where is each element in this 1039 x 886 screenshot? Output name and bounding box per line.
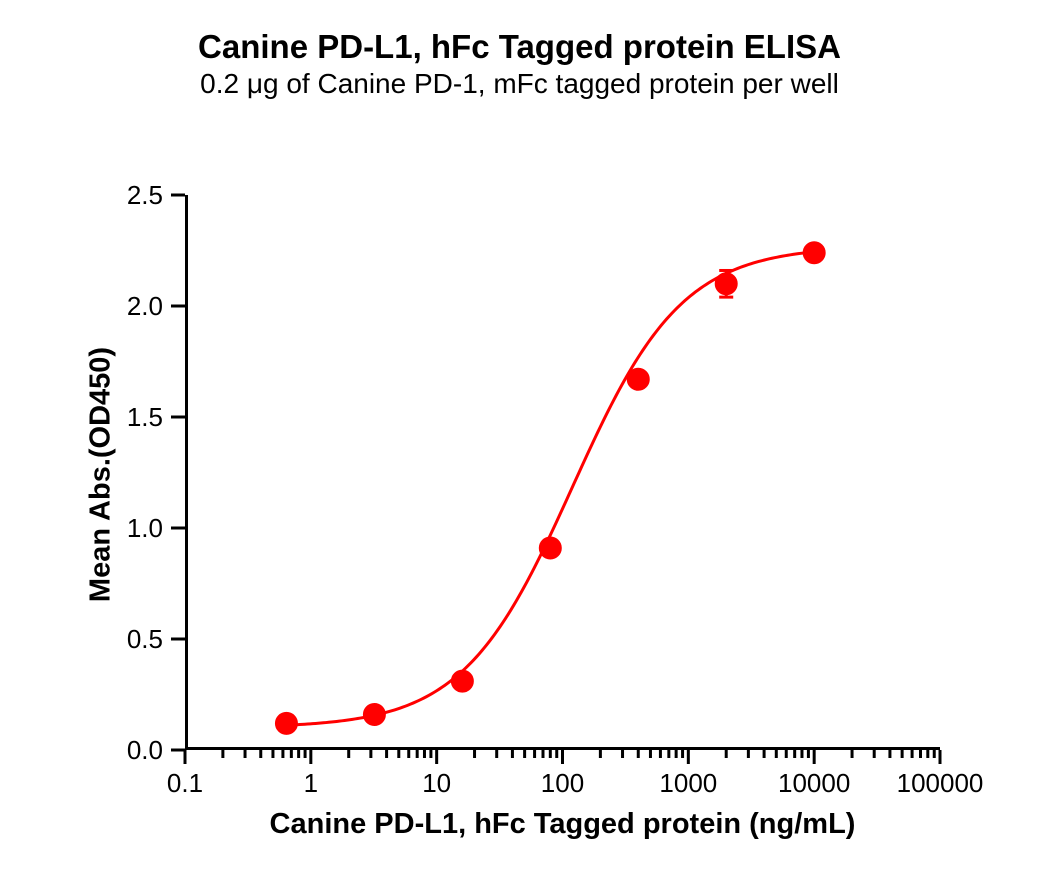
x-tick-label: 10 [377,768,497,799]
y-tick-label: 2.0 [111,291,163,322]
x-axis-title: Canine PD-L1, hFc Tagged protein (ng/mL) [185,808,940,841]
y-tick-label: 0.5 [111,624,163,655]
x-tick-label: 0.1 [125,768,245,799]
y-tick-label: 2.5 [111,180,163,211]
x-tick-label: 1 [251,768,371,799]
figure-container: Canine PD-L1, hFc Tagged protein ELISA 0… [0,0,1039,886]
data-point [627,368,649,390]
data-point [803,242,825,264]
fit-curve [286,252,814,725]
x-tick-label: 100 [503,768,623,799]
y-axis-title: Mean Abs.(OD450) [85,274,118,674]
data-point [275,712,297,734]
data-point [539,537,561,559]
y-tick-label: 0.0 [111,735,163,766]
x-tick-label: 100000 [880,768,1000,799]
data-point [451,670,473,692]
y-tick-label: 1.0 [111,513,163,544]
x-tick-label: 10000 [754,768,874,799]
data-point [715,273,737,295]
data-point [363,703,385,725]
y-tick-label: 1.5 [111,402,163,433]
x-tick-label: 1000 [628,768,748,799]
